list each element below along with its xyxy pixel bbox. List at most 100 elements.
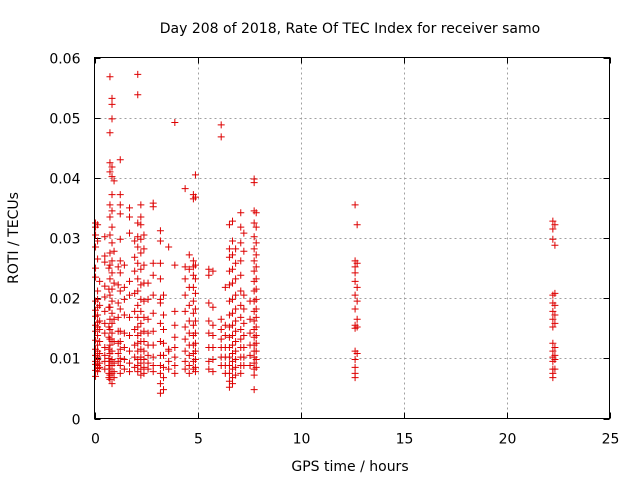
data-point [250,219,258,227]
x-tick-label: 15 [396,432,414,448]
data-point [144,351,152,359]
data-point [252,339,260,347]
data-point [551,241,559,249]
data-point [96,301,104,309]
x-tick-label: 5 [194,432,203,448]
data-point [140,261,148,269]
data-point [116,337,124,345]
data-point [140,231,148,239]
data-point [108,319,116,327]
plot-frame [94,57,610,419]
data-point [240,362,248,370]
data-point [551,221,559,229]
data-point [549,235,557,243]
data-point [351,356,359,364]
data-point [250,317,258,325]
data-point [131,307,139,315]
data-point [160,311,168,319]
grid [94,57,610,419]
data-point [229,237,237,245]
data-point [108,329,116,337]
data-point [252,295,260,303]
data-point [229,309,237,317]
data-point [171,344,179,352]
data-point [160,386,168,394]
data-point [250,359,258,367]
data-point [137,295,145,303]
data-point [137,319,145,327]
data-point [156,319,164,327]
data-point [101,258,109,266]
data-point [116,235,124,243]
data-point [101,319,109,327]
data-point [549,225,557,233]
data-point [137,281,145,289]
data-point [108,239,116,247]
data-point [189,271,197,279]
data-point [120,356,128,364]
data-point [116,362,124,370]
data-point [160,351,168,359]
data-point [106,231,114,239]
data-point [149,309,157,317]
data-point [252,275,260,283]
data-point [96,363,104,371]
data-point [126,313,134,321]
data-point [171,261,179,269]
data-point [232,356,240,364]
data-point [181,185,189,193]
data-point [252,285,260,293]
data-point [209,344,217,352]
data-point [137,235,145,243]
data-point [140,347,148,355]
data-point [165,347,173,355]
data-point [252,331,260,339]
data-point [225,369,233,377]
data-point [108,115,116,123]
x-tick-label: 20 [499,432,517,448]
data-point [94,341,102,349]
data-point [237,239,245,247]
data-point [116,257,124,265]
y-tick-label: 0 [72,413,81,429]
data-point [105,333,113,341]
data-point [110,337,118,345]
data-point [229,217,237,225]
data-point [232,245,240,253]
y-tick-labels: 0 0.01 0.02 0.03 0.04 0.05 0.06 [49,52,80,429]
data-point [225,297,233,305]
data-point [156,259,164,267]
data-point [120,283,128,291]
data-point [149,271,157,279]
data-point [116,305,124,313]
data-point [144,329,152,337]
data-point [108,207,116,215]
data-point [149,362,157,370]
data-point [252,223,260,231]
data-point [217,335,225,343]
data-point [101,351,109,359]
data-point [232,275,240,283]
data-point [232,363,240,371]
data-point [229,341,237,349]
data-point [94,255,102,263]
data-point [137,307,145,315]
data-point [134,275,142,283]
data-point [92,336,100,344]
data-point [240,319,248,327]
data-point [165,357,173,365]
data-point [229,365,237,373]
data-point [106,303,114,311]
x-tick-label: 0 [91,432,100,448]
data-point [189,283,197,291]
data-point [189,321,197,329]
data-point [225,383,233,391]
data-point [137,359,145,367]
data-point [131,253,139,261]
data-point [92,372,100,380]
data-point [252,209,260,217]
x-tick-label: 10 [293,432,311,448]
data-point [120,365,128,373]
data-point [96,350,104,358]
